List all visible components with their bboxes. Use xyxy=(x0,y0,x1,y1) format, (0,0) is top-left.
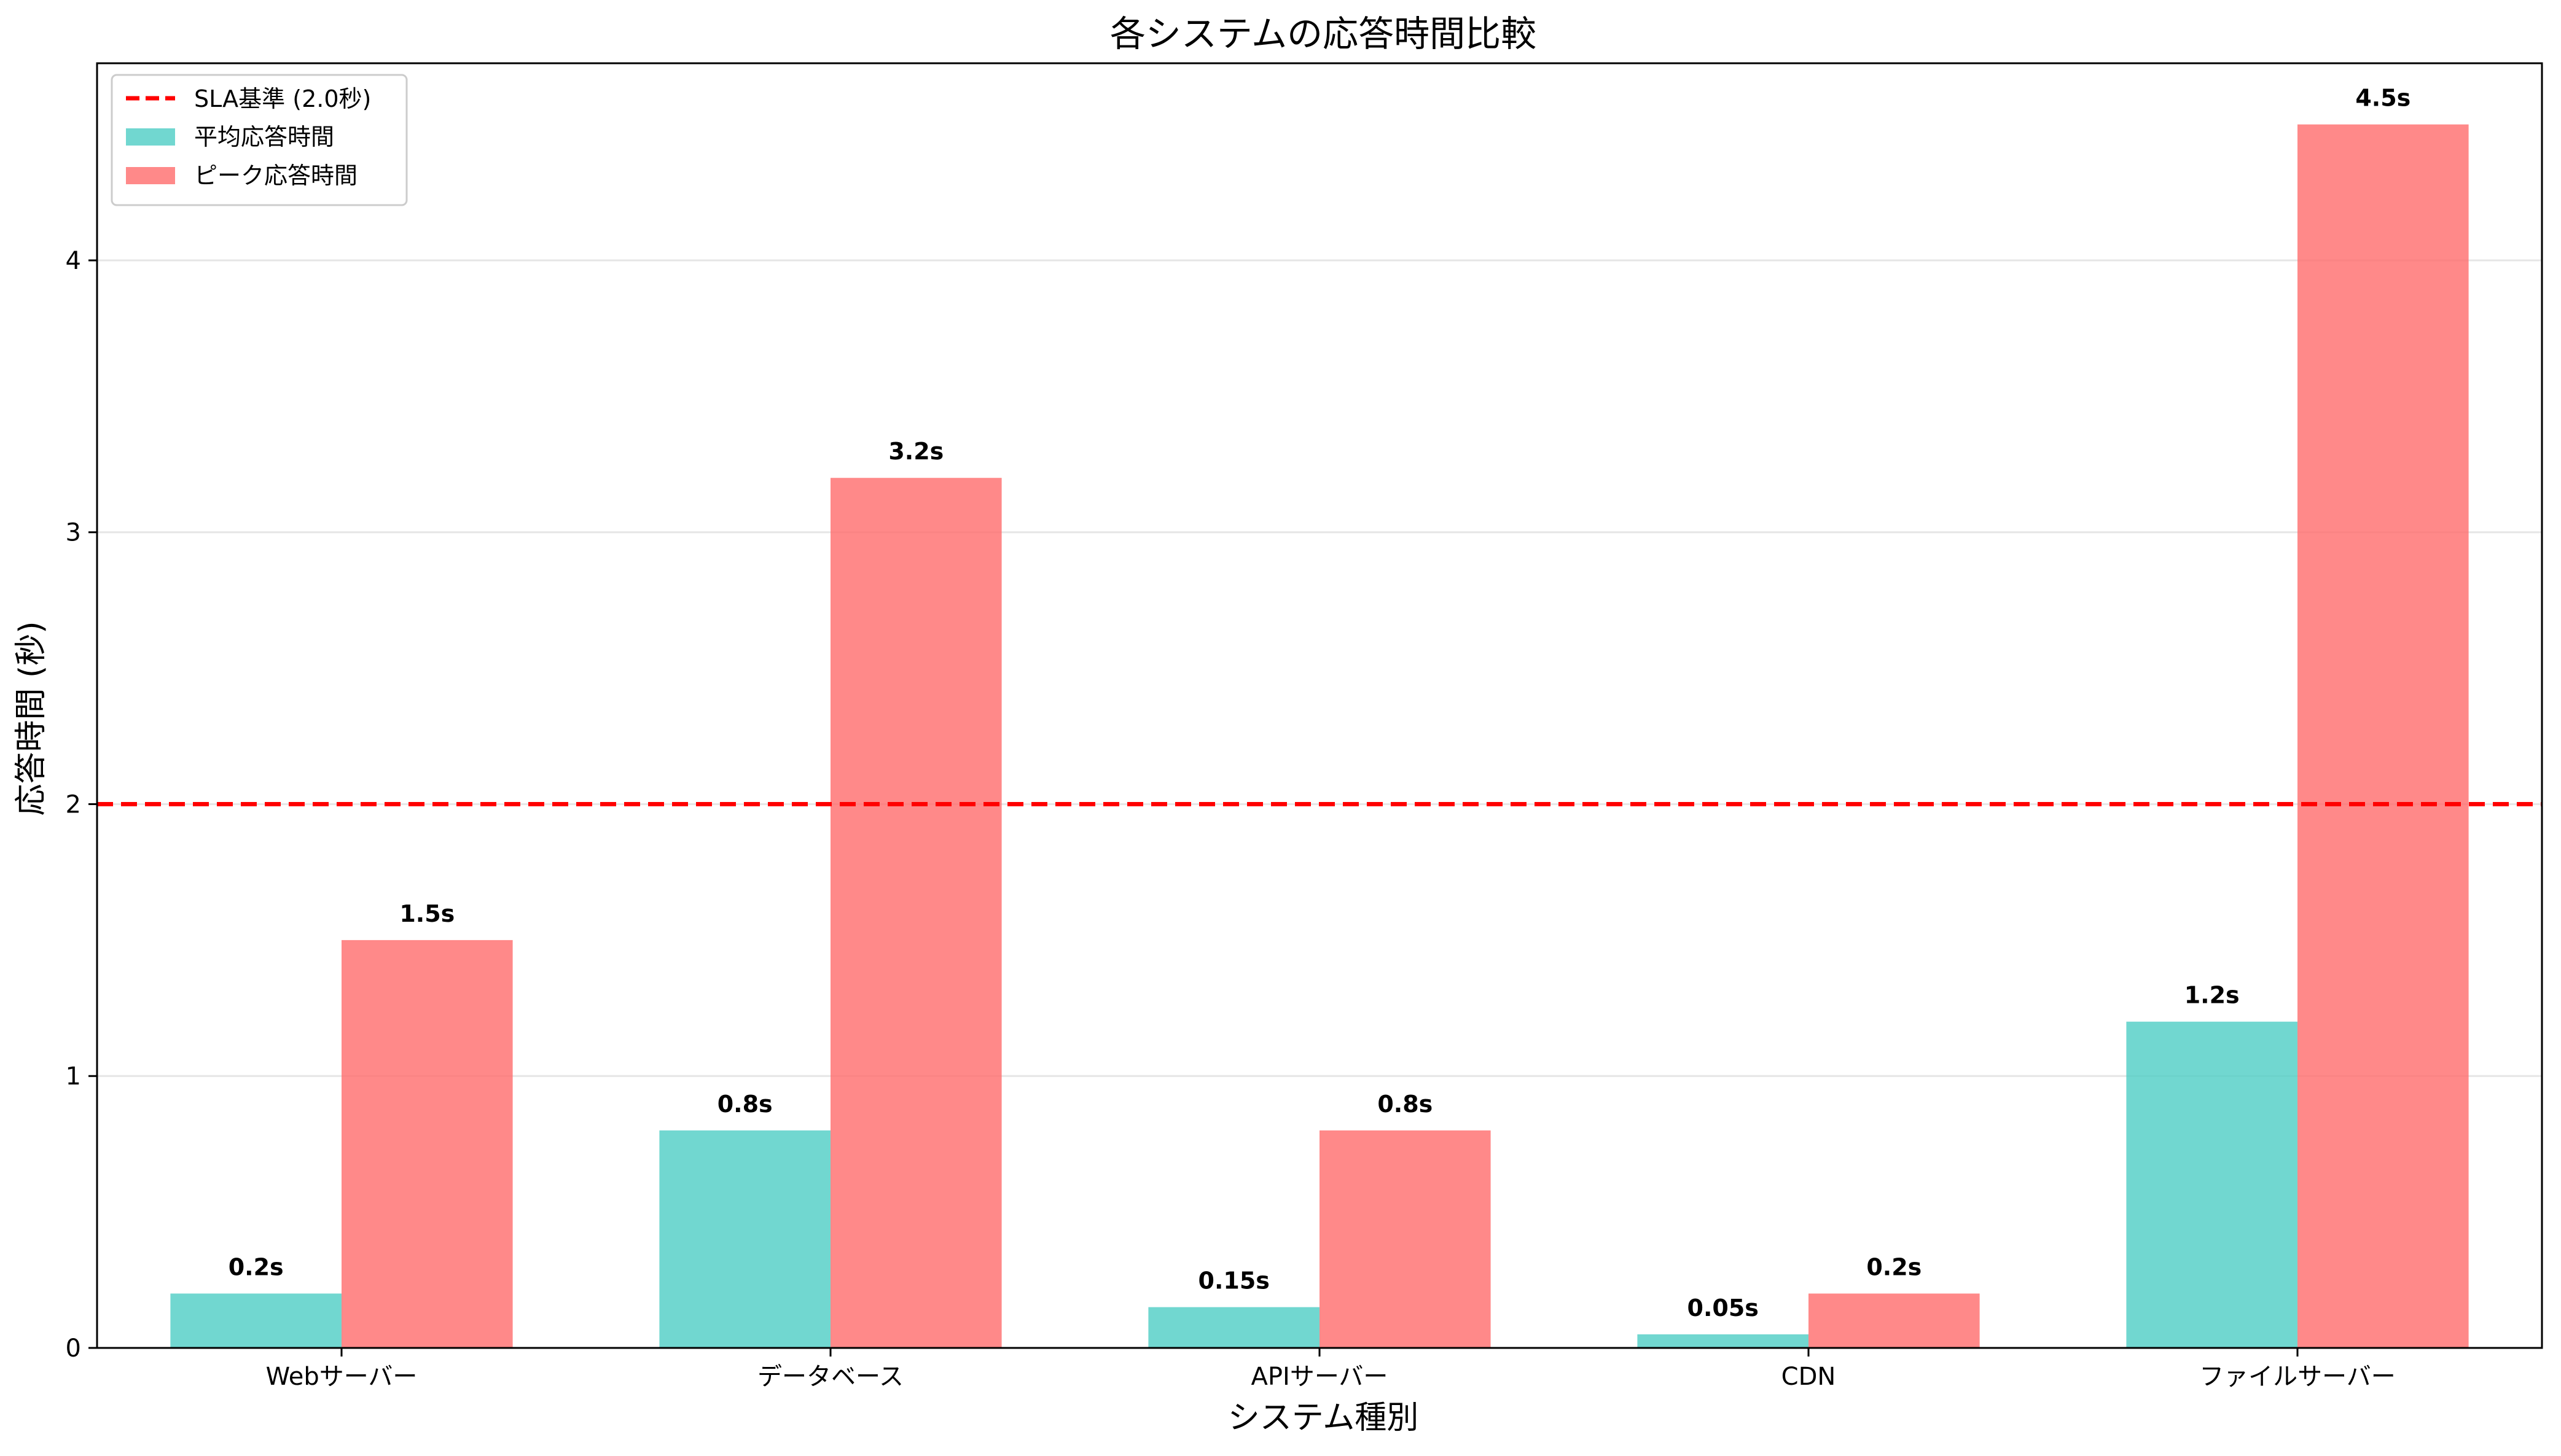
bar-peak xyxy=(1320,1130,1491,1348)
x-tick-label: CDN xyxy=(1781,1363,1836,1391)
data-label-avg: 1.2s xyxy=(2184,982,2240,1009)
data-label-peak: 3.2s xyxy=(888,438,944,465)
x-tick-label: Webサーバー xyxy=(266,1363,418,1391)
x-axis-title: システム種別 xyxy=(1228,1400,1418,1436)
legend-avg-label: 平均応答時間 xyxy=(194,123,334,150)
bar-peak xyxy=(2297,124,2469,1349)
chart-title: 各システムの応答時間比較 xyxy=(1110,13,1536,55)
bar-avg xyxy=(1637,1334,1808,1348)
bar-avg xyxy=(1148,1307,1320,1348)
y-axis-ticks: 0 1 2 3 4 xyxy=(66,247,97,1363)
data-label-peak: 0.8s xyxy=(1377,1091,1433,1118)
y-axis-title: 応答時間 (秒) xyxy=(13,621,50,816)
y-tick-label: 1 xyxy=(66,1062,81,1091)
bar-avg xyxy=(170,1293,342,1348)
legend-peak-swatch xyxy=(126,167,175,184)
legend-sla-label: SLA基準 (2.0秒) xyxy=(194,85,371,112)
x-tick-label: データベース xyxy=(757,1363,904,1391)
data-label-avg: 0.05s xyxy=(1687,1294,1759,1322)
bar-peak xyxy=(342,940,513,1348)
bar-peak xyxy=(1808,1293,1980,1348)
data-label-avg: 0.15s xyxy=(1198,1267,1270,1294)
legend: SLA基準 (2.0秒) 平均応答時間 ピーク応答時間 xyxy=(111,74,408,206)
x-tick-label: ファイルサーバー xyxy=(2199,1363,2396,1391)
x-axis-ticks: Webサーバー データベース APIサーバー CDN ファイルサーバー xyxy=(266,1348,2396,1391)
legend-box xyxy=(111,74,408,206)
bar-peak xyxy=(831,478,1002,1348)
y-tick-label: 3 xyxy=(66,519,81,547)
bar-avg xyxy=(2126,1021,2297,1348)
bars xyxy=(170,124,2469,1349)
data-label-avg: 0.2s xyxy=(229,1253,284,1280)
data-label-peak: 0.2s xyxy=(1866,1253,1922,1280)
data-label-avg: 0.8s xyxy=(717,1091,773,1118)
y-tick-label: 2 xyxy=(66,790,81,819)
data-label-peak: 4.5s xyxy=(2355,85,2410,112)
legend-avg-swatch xyxy=(126,128,175,146)
data-labels: 0.2s 1.5s 0.8s 3.2s 0.15s 0.8s 0.05s 0.2s 1.2s 4.… xyxy=(229,85,2411,1322)
data-label-peak: 1.5s xyxy=(399,900,455,927)
y-tick-label: 4 xyxy=(66,247,81,275)
legend-peak-label: ピーク応答時間 xyxy=(194,162,358,189)
y-tick-label: 0 xyxy=(66,1334,81,1363)
x-tick-label: APIサーバー xyxy=(1251,1363,1388,1391)
bar-avg xyxy=(659,1130,831,1348)
